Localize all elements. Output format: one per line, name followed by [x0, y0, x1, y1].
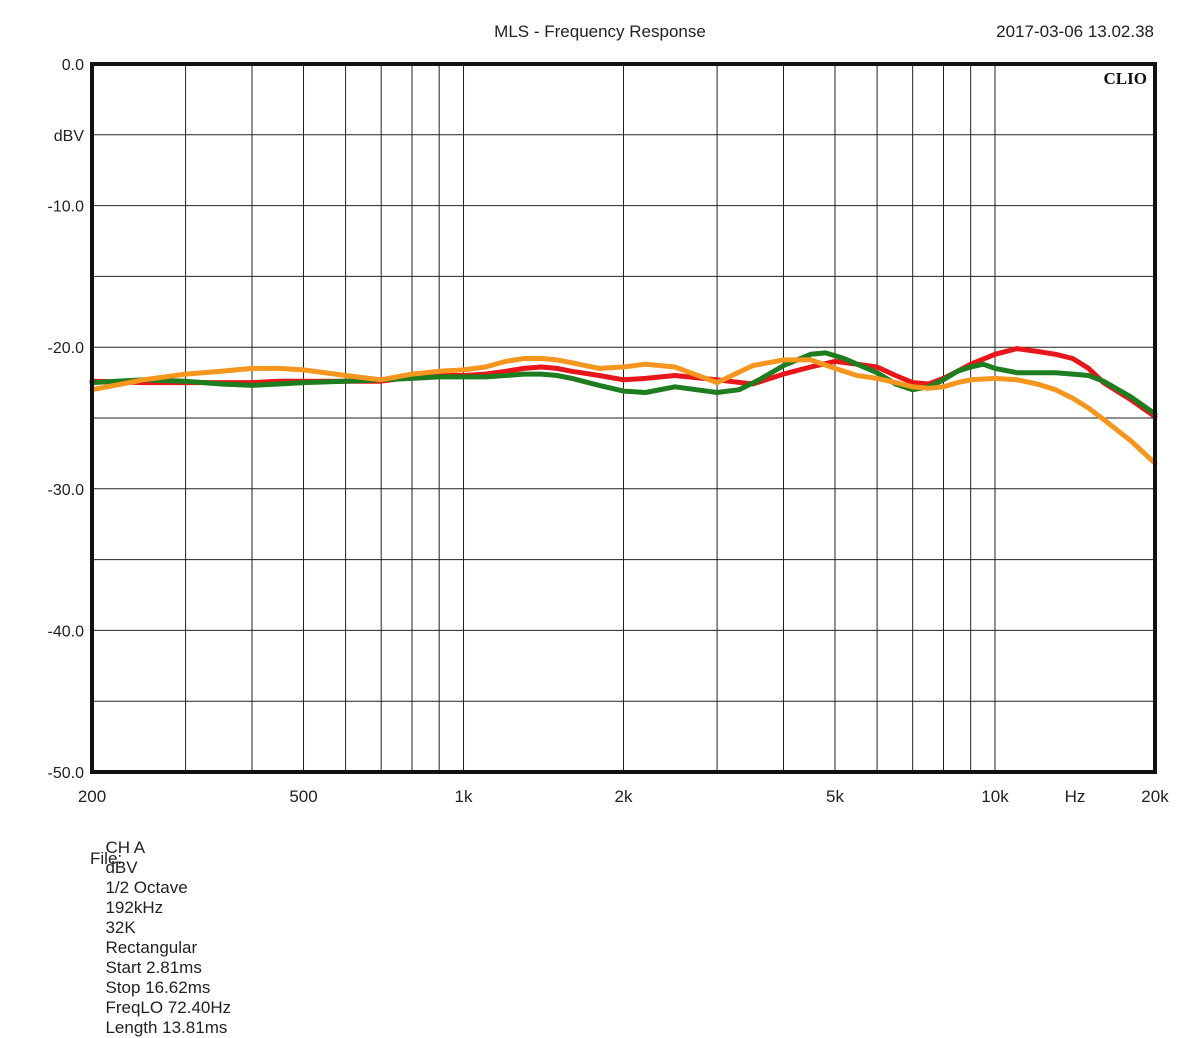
- y-tick-label: -40.0: [48, 623, 85, 640]
- frequency-response-chart: 0.0 -10.0 -20.0 -30.0 -40.0 -50.0 dBV 200 500 1k 2…: [48, 57, 1170, 806]
- chart-title: MLS - Frequency Response: [494, 22, 706, 41]
- tick-labels: 0.0 -10.0 -20.0 -30.0 -40.0 -50.0 dBV 200 500 1k 2…: [48, 57, 1170, 806]
- y-tick-label: 0.0: [62, 57, 84, 74]
- clio-logo: CLIO: [1104, 69, 1147, 88]
- setting-samplerate: 192kHz: [105, 898, 164, 917]
- x-tick-label: 20k: [1141, 787, 1169, 806]
- x-tick-label: 2k: [615, 787, 633, 806]
- y-tick-label: -30.0: [48, 482, 85, 499]
- timestamp: 2017-03-06 13.02.38: [996, 22, 1154, 41]
- y-axis-unit: dBV: [54, 128, 85, 145]
- x-tick-label: 500: [289, 787, 317, 806]
- file-label: File:: [90, 849, 123, 868]
- x-axis-unit: Hz: [1065, 787, 1086, 806]
- x-tick-label: 200: [78, 787, 106, 806]
- setting-window: Rectangular: [105, 938, 198, 957]
- x-tick-label: 1k: [455, 787, 473, 806]
- setting-freqlo: FreqLO 72.40Hz: [105, 998, 232, 1017]
- y-tick-label: -10.0: [48, 199, 85, 216]
- plot-frame: [90, 62, 1157, 774]
- setting-start: Start 2.81ms: [105, 958, 202, 977]
- setting-stop: Stop 16.62ms: [105, 978, 211, 997]
- y-tick-label: -20.0: [48, 340, 85, 357]
- setting-size: 32K: [105, 918, 136, 937]
- setting-smoothing: 1/2 Octave: [105, 878, 188, 897]
- y-tick-label: -50.0: [48, 765, 85, 782]
- setting-unit: dBV: [105, 858, 138, 877]
- setting-length: Length 13.81ms: [105, 1018, 228, 1037]
- series-lines: [89, 346, 1158, 466]
- series-line-3: [89, 356, 1158, 466]
- grid: [92, 64, 1155, 772]
- x-tick-label: 10k: [981, 787, 1009, 806]
- setting-channel: CH A: [105, 838, 146, 857]
- x-tick-label: 5k: [826, 787, 844, 806]
